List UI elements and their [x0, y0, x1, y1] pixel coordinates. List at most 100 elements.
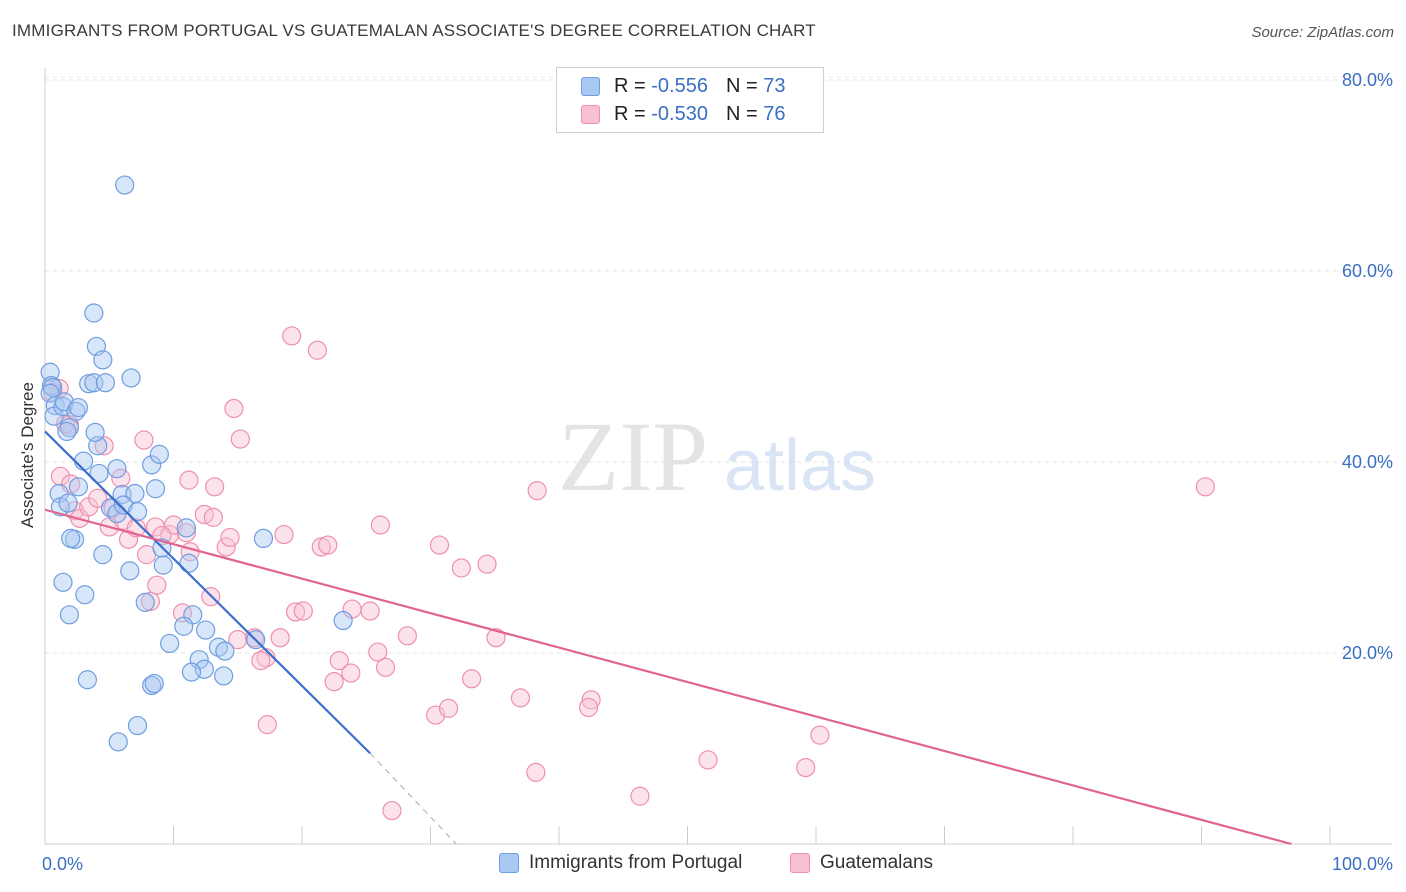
r-value: -0.530	[651, 102, 708, 125]
point-guatemalans	[111, 468, 131, 488]
trend-lines	[44, 430, 1292, 846]
r-value: -0.556	[651, 74, 708, 97]
legend-swatch-portugal	[581, 76, 600, 96]
point-guatemalans	[486, 628, 506, 648]
point-guatemalans	[462, 669, 482, 689]
point-portugal	[53, 572, 73, 592]
r-label: R =	[614, 102, 652, 125]
point-guatemalans	[94, 436, 114, 456]
point-guatemalans	[510, 688, 531, 708]
n-label: N =	[725, 74, 764, 97]
point-portugal	[121, 368, 141, 388]
n-value: 76	[763, 102, 786, 125]
legend-swatch-guatemalans	[790, 853, 810, 873]
x-tick-label-min: 0.0%	[42, 854, 83, 874]
trend-line-guatemalans	[44, 508, 1292, 846]
chart-title: IMMIGRANTS FROM PORTUGAL VS GUATEMALAN A…	[12, 21, 816, 40]
point-portugal	[214, 666, 234, 686]
point-guatemalans	[205, 477, 225, 497]
point-guatemalans	[382, 800, 402, 821]
point-guatemalans	[451, 558, 471, 578]
point-portugal	[107, 459, 127, 479]
stats-legend: R = -0.556 N = 73 R = -0.530 N = 76	[556, 67, 824, 133]
point-portugal	[93, 545, 113, 565]
legend-swatch-guatemalans	[581, 104, 600, 124]
point-portugal	[68, 477, 89, 497]
x-tick-label-max: 100.0%	[1332, 854, 1393, 874]
point-guatemalans	[341, 663, 361, 683]
y-tick-label: 60.0%	[1342, 261, 1393, 281]
point-portugal	[253, 528, 274, 549]
point-portugal	[135, 592, 155, 612]
point-guatemalans	[360, 601, 380, 621]
n-label: N =	[725, 102, 764, 125]
point-guatemalans	[1195, 477, 1215, 497]
point-guatemalans	[578, 697, 599, 718]
y-axis-label: Associate's Degree	[18, 382, 37, 528]
point-guatemalans	[526, 762, 546, 782]
point-portugal	[160, 633, 180, 654]
point-guatemalans	[329, 651, 349, 671]
point-portugal	[127, 715, 148, 736]
tick-labels: 20.0% 40.0% 60.0% 80.0% 0.0% 100.0%	[42, 70, 1393, 874]
point-portugal	[174, 616, 194, 636]
point-guatemalans	[203, 507, 223, 527]
point-guatemalans	[375, 657, 396, 677]
point-portugal	[196, 620, 216, 640]
stats-legend-row-portugal: R = -0.556 N = 73	[581, 73, 785, 99]
point-portugal	[120, 561, 140, 581]
point-guatemalans	[324, 672, 344, 692]
legend-swatch-portugal	[499, 853, 519, 873]
point-portugal	[153, 555, 173, 575]
legend-label-guatemalans: Guatemalans	[820, 852, 934, 873]
point-guatemalans	[134, 430, 154, 450]
watermark: ZIP atlas	[558, 401, 876, 512]
point-guatemalans	[438, 698, 459, 718]
n-value: 73	[763, 74, 786, 97]
point-guatemalans	[477, 554, 497, 574]
point-guatemalans	[397, 626, 417, 646]
stats-legend-row-guatemalans: R = -0.530 N = 76	[581, 101, 785, 127]
point-guatemalans	[50, 466, 71, 486]
legend-item-portugal: Immigrants from Portugal	[499, 852, 742, 874]
point-portugal	[75, 585, 95, 605]
point-guatemalans	[429, 535, 450, 555]
point-guatemalans	[282, 326, 302, 346]
point-guatemalans	[285, 602, 306, 622]
point-portugal	[85, 422, 105, 442]
point-guatemalans	[796, 757, 816, 778]
point-portugal	[181, 662, 202, 682]
point-portugal	[68, 397, 89, 418]
point-portugal	[73, 451, 94, 471]
watermark-zip: ZIP	[558, 401, 708, 512]
y-tick-label: 80.0%	[1342, 70, 1393, 90]
point-guatemalans	[179, 470, 199, 490]
point-portugal	[142, 455, 162, 475]
point-guatemalans	[118, 529, 139, 549]
grid-lines	[45, 76, 1392, 654]
point-guatemalans	[630, 786, 650, 806]
point-guatemalans	[581, 690, 601, 710]
point-portugal	[145, 479, 166, 499]
point-portugal	[93, 350, 113, 370]
point-guatemalans	[230, 429, 250, 449]
y-tick-label: 40.0%	[1342, 452, 1393, 472]
point-portugal	[127, 502, 148, 522]
point-guatemalans	[370, 515, 390, 535]
point-portugal	[144, 673, 164, 694]
point-guatemalans	[293, 601, 313, 621]
point-guatemalans	[368, 642, 388, 662]
point-portugal	[84, 303, 104, 323]
legend-item-guatemalans: Guatemalans	[790, 852, 933, 874]
point-guatemalans	[318, 535, 338, 555]
point-portugal	[59, 605, 80, 625]
trend-extension-portugal	[369, 752, 457, 845]
point-guatemalans	[220, 527, 240, 548]
point-portugal	[89, 463, 109, 484]
point-guatemalans	[274, 524, 294, 545]
r-label: R =	[614, 74, 652, 97]
point-guatemalans	[88, 488, 108, 508]
point-guatemalans	[527, 481, 547, 501]
trend-line-portugal	[44, 430, 371, 755]
